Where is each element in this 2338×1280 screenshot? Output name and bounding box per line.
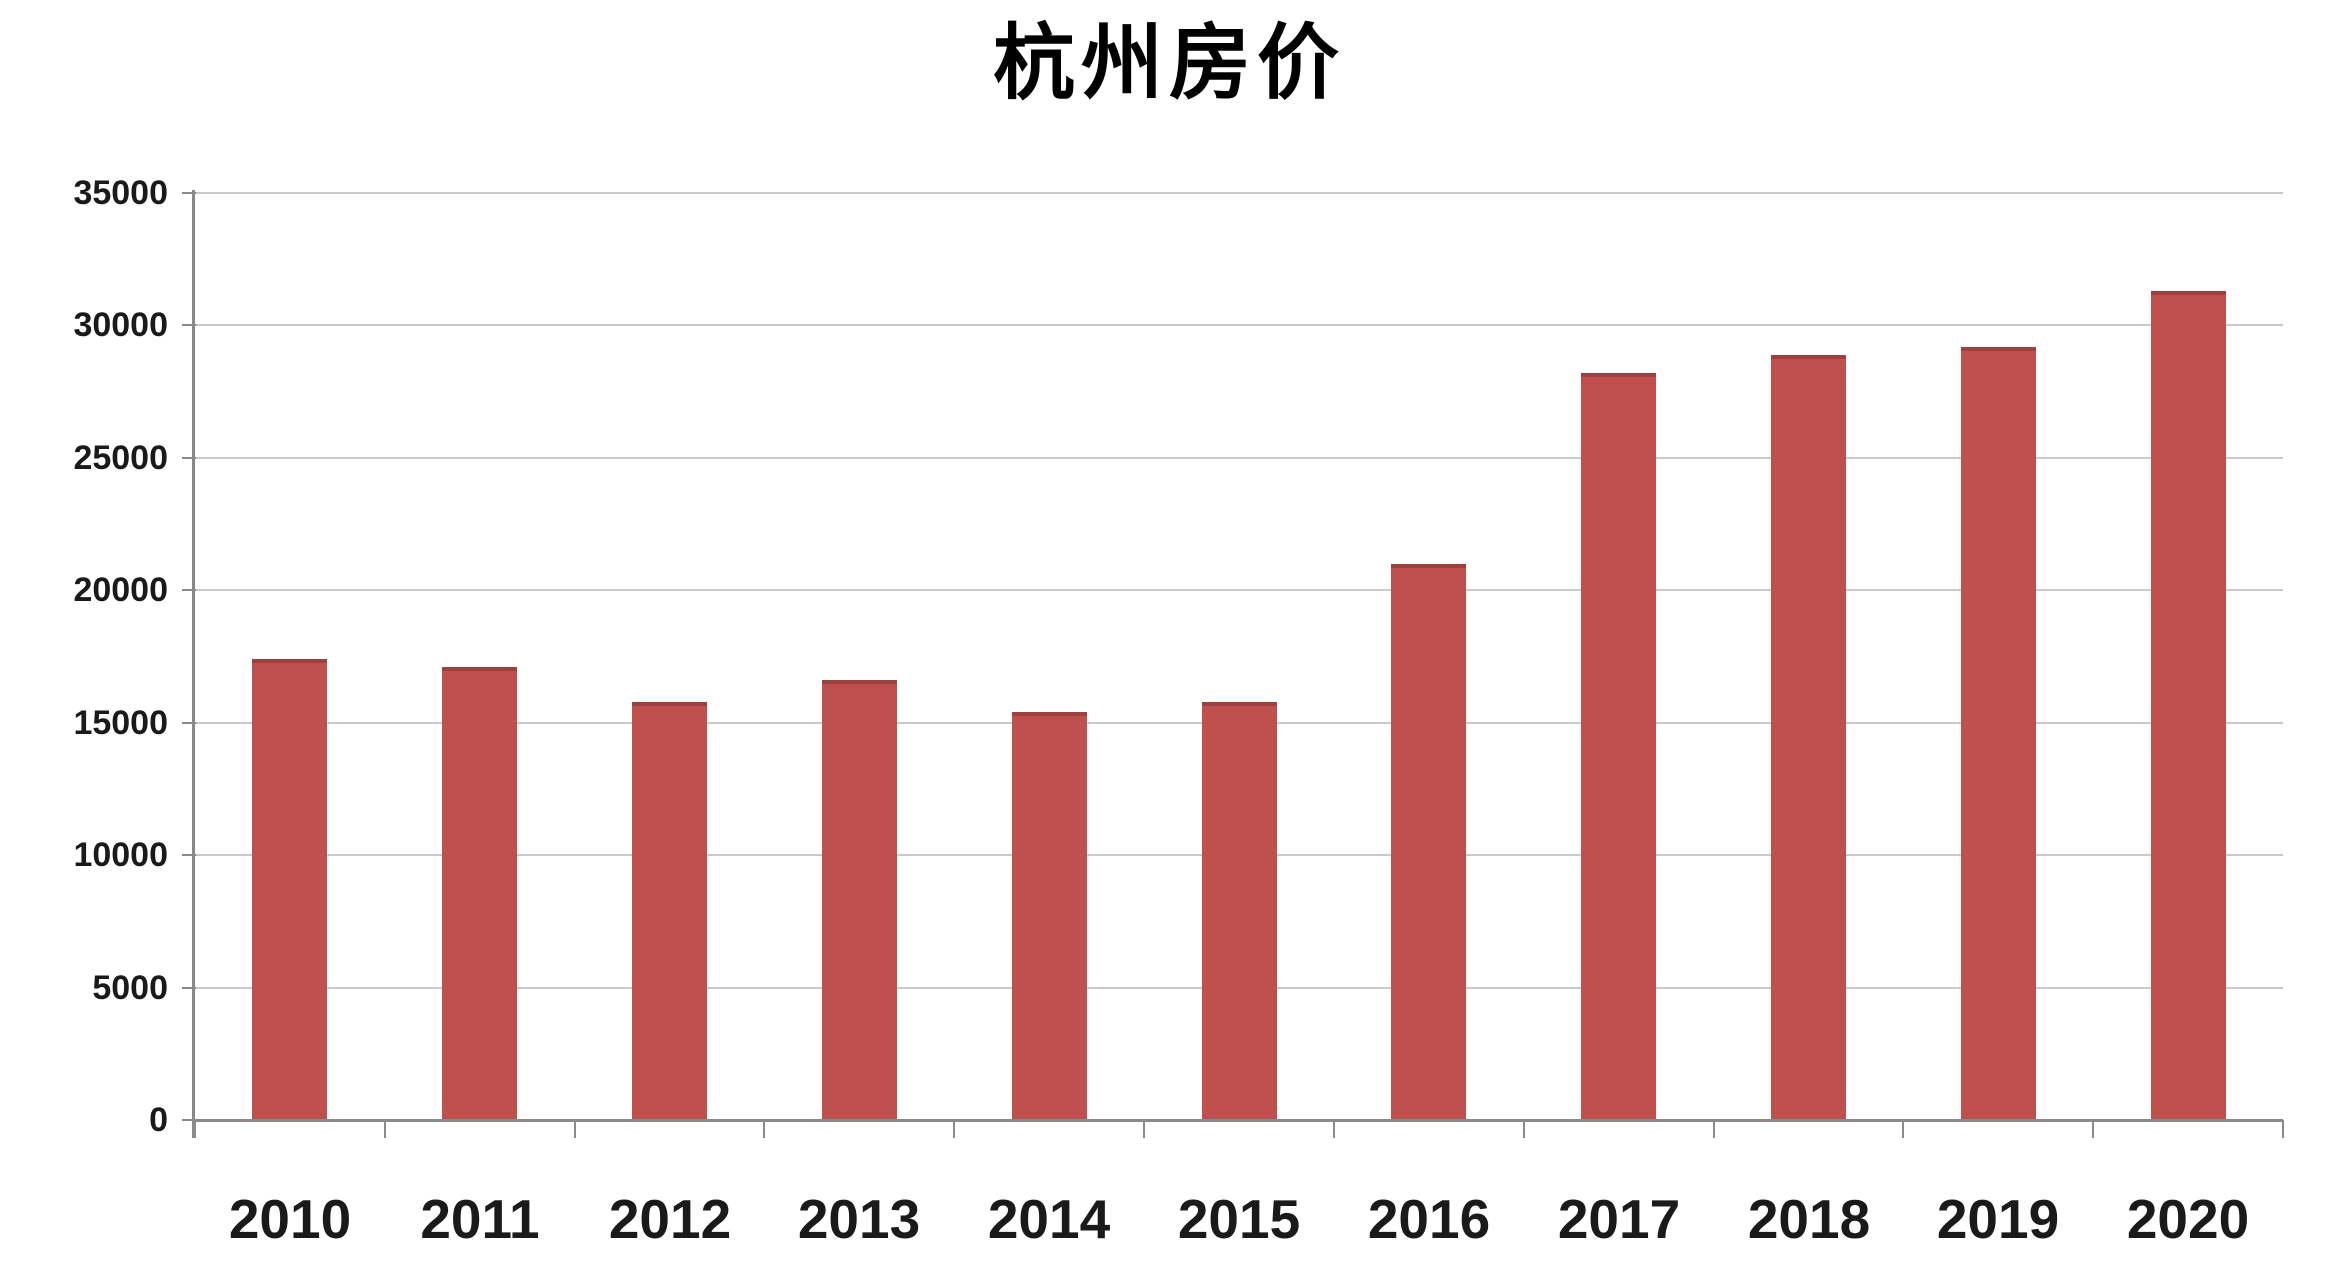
y-tick-20000 [182,589,196,591]
x-tick-label: 2012 [608,1188,732,1250]
y-tick-label: 10000 [73,836,168,874]
x-tick-label: 2011 [420,1188,540,1250]
x-tick-label: 2013 [797,1188,921,1250]
y-axis-line [192,190,195,1138]
y-tick-5000 [182,987,196,989]
bar-2018 [1771,355,1846,1120]
bar-2017 [1581,373,1656,1120]
x-tick-2 [574,1120,576,1138]
x-tick-label: 2020 [2126,1188,2250,1250]
y-tick-label: 20000 [73,571,168,609]
y-tick-label: 30000 [73,306,168,344]
x-tick-10 [2092,1120,2094,1138]
y-tick-label: 0 [149,1101,168,1139]
x-tick-label: 2018 [1747,1188,1871,1250]
x-tick-5 [1143,1120,1145,1138]
y-tick-label: 5000 [92,969,168,1007]
bar-2020 [2151,291,2226,1120]
x-tick-label: 2017 [1557,1188,1681,1250]
y-tick-label: 15000 [73,704,168,742]
x-axis-line [192,1119,2283,1122]
gridline-20000 [195,589,2283,591]
x-tick-6 [1333,1120,1335,1138]
x-tick-11 [2282,1120,2284,1138]
y-tick-0 [182,1119,196,1121]
x-tick-3 [763,1120,765,1138]
y-tick-10000 [182,854,196,856]
x-tick-8 [1713,1120,1715,1138]
x-tick-4 [953,1120,955,1138]
bar-2011 [442,667,517,1120]
x-tick-7 [1523,1120,1525,1138]
bar-2013 [822,680,897,1120]
y-tick-15000 [182,722,196,724]
x-tick-9 [1902,1120,1904,1138]
x-tick-label: 2019 [1936,1188,2060,1250]
x-tick-label: 2010 [228,1188,352,1250]
bar-2010 [252,659,327,1120]
chart-title: 杭州房价 [992,15,1345,111]
bar-2012 [632,702,707,1120]
bar-2019 [1961,347,2036,1120]
gridline-30000 [195,324,2283,326]
y-tick-35000 [182,192,196,194]
x-tick-1 [384,1120,386,1138]
bar-2014 [1012,712,1087,1120]
y-tick-label: 35000 [73,174,168,212]
x-tick-label: 2016 [1367,1188,1491,1250]
y-tick-label: 25000 [73,439,168,477]
x-tick-label: 2015 [1177,1188,1301,1250]
gridline-25000 [195,457,2283,459]
bar-2016 [1391,564,1466,1120]
y-tick-30000 [182,324,196,326]
y-tick-25000 [182,457,196,459]
gridline-35000 [195,192,2283,194]
x-tick-label: 2014 [987,1188,1111,1250]
x-tick-0 [194,1120,196,1138]
bar-2015 [1202,702,1277,1120]
